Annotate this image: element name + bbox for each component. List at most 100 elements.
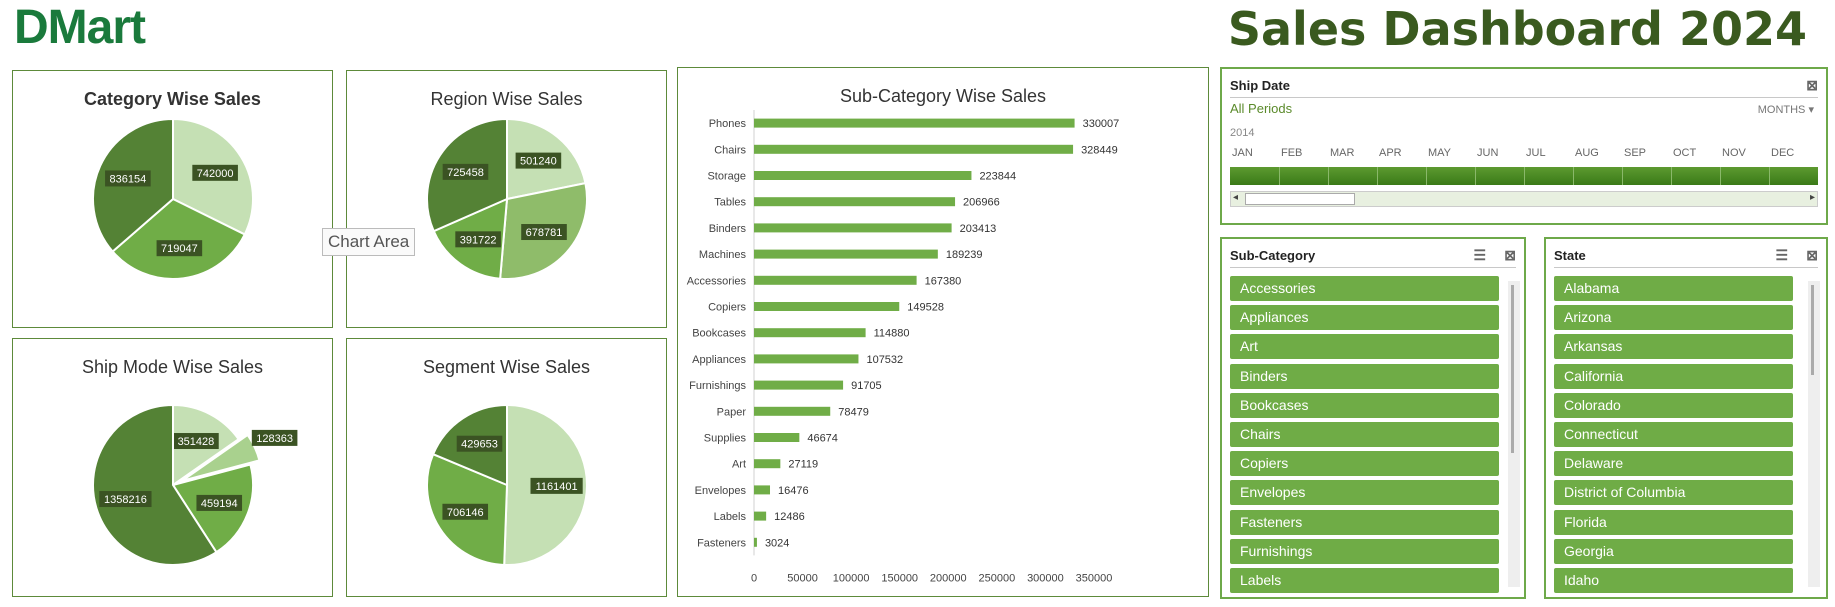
bar[interactable] [754, 485, 771, 495]
multi-select-icon[interactable]: ☰ [1473, 247, 1486, 263]
slicer-item[interactable]: Arkansas [1554, 334, 1793, 360]
slicer-item[interactable]: Fasteners [1230, 509, 1499, 535]
slicer-item[interactable]: Florida [1554, 509, 1793, 535]
slicer-scrollbar[interactable] [1508, 281, 1520, 587]
timeline-month-divider [1671, 167, 1672, 185]
timeline-month-label[interactable]: JUN [1477, 147, 1499, 159]
scroll-thumb[interactable] [1511, 285, 1514, 453]
category-sales-chart[interactable]: Category Wise Sales 742000 719047 836154 [12, 70, 333, 328]
x-tick-label: 300000 [1027, 572, 1064, 584]
timeline-month-label[interactable]: MAY [1428, 147, 1452, 159]
pie-slice[interactable] [111, 197, 247, 280]
category-label: Binders [709, 223, 747, 235]
timeline-month-label[interactable]: JUL [1526, 147, 1546, 159]
bar[interactable] [754, 223, 952, 233]
slicer-item[interactable]: Delaware [1554, 451, 1793, 477]
slicer-item[interactable]: Bookcases [1230, 392, 1499, 418]
subcategory-sales-chart[interactable]: Sub-Category Wise Sales Phones 330007 Chai… [677, 67, 1209, 597]
slicer-item[interactable]: Connecticut [1554, 422, 1793, 447]
slicer-item[interactable]: Chairs [1230, 422, 1499, 447]
bar[interactable] [754, 197, 956, 207]
timeline-month-label[interactable]: FEB [1281, 147, 1303, 159]
subcategory-slicer[interactable]: Sub-Category ☰ ⊠ Accessories Appliances Ar… [1220, 237, 1526, 599]
slicer-item[interactable]: Furnishings [1230, 538, 1499, 564]
timeline-scroll-thumb[interactable] [1245, 193, 1355, 205]
multi-select-icon[interactable]: ☰ [1775, 247, 1788, 263]
slicer-item[interactable]: Colorado [1554, 392, 1793, 418]
data-label: 706146 [447, 507, 484, 519]
data-label: 1358216 [104, 494, 147, 506]
state-slicer[interactable]: State ☰ ⊠ Alabama Arizona Arkansas Californ… [1544, 237, 1828, 599]
slicer-item[interactable]: Accessories [1230, 276, 1499, 301]
timeline-level-dropdown[interactable]: MONTHS ▾ [1758, 103, 1814, 116]
bar[interactable] [754, 275, 917, 285]
scroll-left-icon[interactable]: ◂ [1233, 192, 1239, 203]
pie-slice[interactable] [181, 433, 261, 482]
bar-value-label: 149528 [907, 302, 944, 314]
slicer-item[interactable]: Alabama [1554, 276, 1793, 301]
timeline-month-label[interactable]: OCT [1673, 147, 1697, 159]
timeline-month-label[interactable]: JAN [1232, 147, 1253, 159]
slicer-scrollbar[interactable] [1808, 281, 1820, 587]
pie-svg: 501240 678781 391722 725458 [426, 117, 588, 280]
bar[interactable] [754, 406, 831, 416]
bar[interactable] [754, 144, 1074, 154]
bar[interactable] [754, 459, 781, 469]
slicer-item[interactable]: Labels [1230, 568, 1499, 593]
data-label: 501240 [520, 156, 557, 168]
slicer-item[interactable]: District of Columbia [1554, 480, 1793, 506]
shipmode-sales-chart[interactable]: Ship Mode Wise Sales 351428 128363 459194 1… [12, 338, 333, 597]
bar[interactable] [754, 328, 866, 338]
scroll-right-icon[interactable]: ▸ [1809, 192, 1815, 203]
data-label-bg [192, 164, 238, 181]
category-label: Machines [699, 249, 747, 261]
bar-value-label: 167380 [925, 275, 962, 287]
timeline-month-label[interactable]: MAR [1330, 147, 1355, 159]
scroll-thumb[interactable] [1811, 285, 1814, 375]
clear-filter-icon[interactable]: ⊠ [1806, 247, 1818, 263]
data-label: 128363 [256, 433, 293, 445]
bar[interactable] [754, 302, 900, 311]
slicer-item[interactable]: Art [1230, 334, 1499, 360]
clear-filter-icon[interactable]: ⊠ [1806, 77, 1818, 93]
data-label: 678781 [526, 227, 563, 239]
timeline-month-label[interactable]: SEP [1624, 147, 1647, 159]
timeline-month-label[interactable]: NOV [1722, 147, 1746, 159]
slicer-item[interactable]: Envelopes [1230, 480, 1499, 506]
data-label-bg [442, 503, 489, 520]
timeline-month-divider [1769, 167, 1770, 185]
bar[interactable] [754, 354, 859, 364]
timeline-month-label[interactable]: APR [1379, 147, 1402, 159]
slicer-header: Sub-Category ☰ ⊠ [1230, 245, 1516, 268]
timeline-month-label[interactable]: DEC [1771, 147, 1795, 159]
timeline-month-label[interactable]: AUG [1575, 147, 1599, 159]
timeline-scrollbar[interactable]: ◂ ▸ [1230, 191, 1818, 207]
bar-value-label: 12486 [774, 511, 805, 523]
timeline-header: Ship Date ⊠ [1230, 75, 1818, 98]
slicer-item[interactable]: Appliances [1230, 305, 1499, 331]
pie-slice[interactable] [92, 403, 218, 566]
bar[interactable] [754, 249, 938, 259]
bar[interactable] [754, 433, 800, 442]
slicer-item[interactable]: Copiers [1230, 451, 1499, 477]
clear-filter-icon[interactable]: ⊠ [1504, 247, 1516, 263]
category-label: Paper [717, 406, 747, 418]
bar[interactable] [754, 171, 972, 180]
slicer-item[interactable]: Binders [1230, 363, 1499, 389]
bar[interactable] [754, 537, 757, 547]
bar[interactable] [754, 118, 1075, 128]
slicer-item[interactable]: Idaho [1554, 568, 1793, 593]
timeline-year: 2014 [1230, 127, 1255, 139]
bar[interactable] [754, 380, 844, 390]
timeline-month-divider [1377, 167, 1378, 185]
ship-date-timeline[interactable]: Ship Date ⊠ All Periods MONTHS ▾ 2014 JA… [1220, 67, 1828, 225]
bar-value-label: 78479 [838, 406, 869, 418]
segment-sales-chart[interactable]: Segment Wise Sales 1161401 706146 429653 [346, 338, 667, 597]
timeline-month-divider [1426, 167, 1427, 185]
slicer-item[interactable]: Arizona [1554, 305, 1793, 331]
bar-value-label: 328449 [1081, 144, 1118, 156]
bar[interactable] [754, 511, 767, 521]
region-sales-chart[interactable]: Region Wise Sales 501240 678781 391722 7254… [346, 70, 667, 328]
slicer-item[interactable]: Georgia [1554, 538, 1793, 564]
slicer-item[interactable]: California [1554, 363, 1793, 389]
